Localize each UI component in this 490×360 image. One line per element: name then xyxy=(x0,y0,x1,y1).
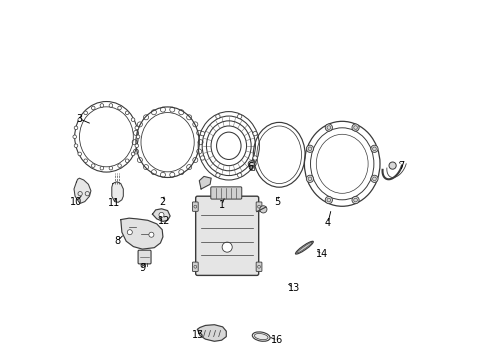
Circle shape xyxy=(149,232,154,237)
Circle shape xyxy=(352,197,359,204)
Text: 8: 8 xyxy=(114,236,120,246)
Circle shape xyxy=(131,118,135,121)
Text: 6: 6 xyxy=(247,162,253,172)
Circle shape xyxy=(125,159,129,163)
Circle shape xyxy=(74,126,78,130)
Text: 12: 12 xyxy=(158,216,170,226)
Circle shape xyxy=(200,156,205,160)
Ellipse shape xyxy=(252,332,270,341)
Circle shape xyxy=(306,175,314,183)
FancyBboxPatch shape xyxy=(196,196,259,275)
Text: 14: 14 xyxy=(316,249,328,259)
Circle shape xyxy=(118,106,122,110)
Circle shape xyxy=(127,230,132,235)
Polygon shape xyxy=(197,325,226,341)
Circle shape xyxy=(78,152,81,156)
FancyBboxPatch shape xyxy=(193,202,198,211)
Circle shape xyxy=(253,156,257,160)
Circle shape xyxy=(74,144,78,148)
Circle shape xyxy=(306,145,314,152)
Circle shape xyxy=(136,135,140,139)
Text: 2: 2 xyxy=(159,197,165,207)
FancyBboxPatch shape xyxy=(211,187,242,199)
Text: 1: 1 xyxy=(219,200,224,210)
Circle shape xyxy=(135,126,139,130)
Text: 9: 9 xyxy=(139,263,146,273)
Circle shape xyxy=(352,124,359,131)
Circle shape xyxy=(216,114,220,118)
Text: 7: 7 xyxy=(398,161,405,171)
Circle shape xyxy=(222,242,232,252)
Circle shape xyxy=(389,162,396,169)
Circle shape xyxy=(135,144,139,148)
Circle shape xyxy=(325,124,332,131)
FancyBboxPatch shape xyxy=(256,202,262,211)
Circle shape xyxy=(260,206,267,213)
Circle shape xyxy=(100,166,104,170)
Circle shape xyxy=(371,145,378,152)
Circle shape xyxy=(78,118,81,121)
Circle shape xyxy=(200,131,205,136)
Text: 3: 3 xyxy=(76,114,82,124)
Text: 5: 5 xyxy=(274,197,280,207)
Circle shape xyxy=(238,114,242,118)
Polygon shape xyxy=(112,182,123,202)
Circle shape xyxy=(92,106,95,110)
FancyBboxPatch shape xyxy=(256,262,262,271)
Circle shape xyxy=(84,111,87,114)
Circle shape xyxy=(238,173,242,177)
Text: 10: 10 xyxy=(70,197,82,207)
Text: 15: 15 xyxy=(192,330,204,340)
FancyBboxPatch shape xyxy=(193,262,198,271)
Circle shape xyxy=(100,104,104,107)
Polygon shape xyxy=(121,218,163,249)
Circle shape xyxy=(325,197,332,204)
Circle shape xyxy=(92,164,95,167)
Ellipse shape xyxy=(295,241,313,254)
Polygon shape xyxy=(74,178,91,203)
Text: 11: 11 xyxy=(107,198,120,208)
Circle shape xyxy=(159,212,164,217)
Text: 4: 4 xyxy=(325,218,331,228)
Ellipse shape xyxy=(248,161,256,167)
Circle shape xyxy=(253,131,257,136)
Text: 16: 16 xyxy=(271,335,284,345)
Circle shape xyxy=(125,111,129,114)
Polygon shape xyxy=(199,176,211,189)
Polygon shape xyxy=(152,209,170,221)
Text: 13: 13 xyxy=(288,283,300,293)
Circle shape xyxy=(118,164,122,167)
FancyBboxPatch shape xyxy=(138,250,151,264)
Circle shape xyxy=(109,166,113,170)
Circle shape xyxy=(371,175,378,183)
Circle shape xyxy=(109,104,113,107)
Circle shape xyxy=(131,152,135,156)
Circle shape xyxy=(84,159,87,163)
Circle shape xyxy=(216,173,220,177)
Circle shape xyxy=(73,135,76,139)
